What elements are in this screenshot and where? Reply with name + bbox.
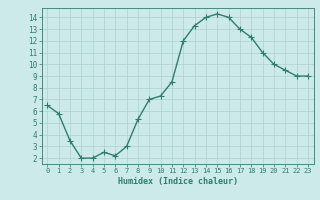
X-axis label: Humidex (Indice chaleur): Humidex (Indice chaleur) [118, 177, 237, 186]
